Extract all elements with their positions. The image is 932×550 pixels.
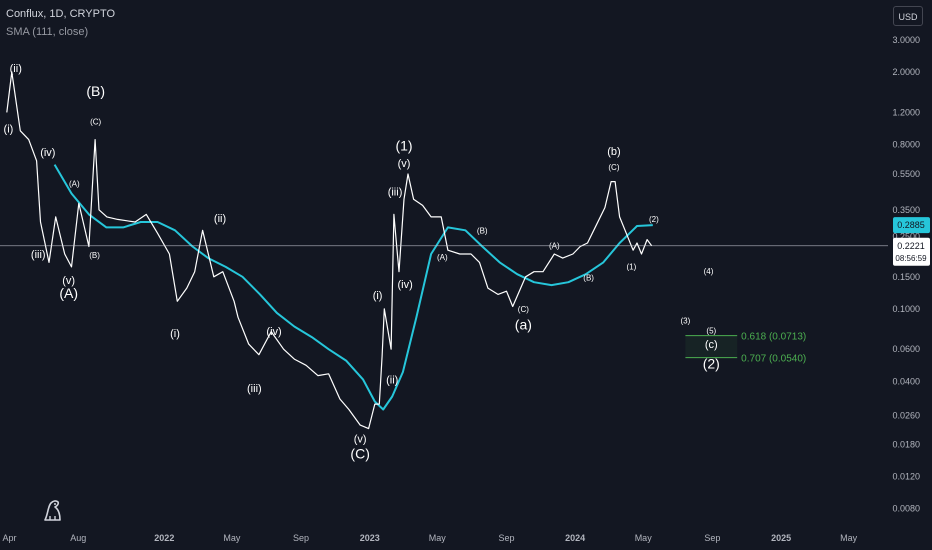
wave-label: (iv) xyxy=(40,147,55,159)
wave-label: (i) xyxy=(4,124,14,136)
price-axis-background xyxy=(888,0,932,550)
wave-label: (C) xyxy=(350,445,369,461)
x-tick-label: Apr xyxy=(3,533,17,543)
wave-label: (C) xyxy=(518,305,529,314)
wave-label: (i) xyxy=(170,328,180,340)
sma-line-layer xyxy=(53,164,653,411)
wave-label: (A) xyxy=(437,253,448,262)
y-tick-label: 0.2500 xyxy=(892,231,920,241)
y-tick-label: 0.5500 xyxy=(892,169,920,179)
y-tick-label: 0.0260 xyxy=(892,410,920,420)
wave-label: (A) xyxy=(59,285,78,301)
x-tick-label: May xyxy=(429,533,447,543)
wave-label: (iii) xyxy=(388,186,403,198)
y-tick-label: 0.3500 xyxy=(892,205,920,215)
currency-button[interactable]: USD xyxy=(893,6,923,26)
price-axis[interactable]: 3.0000 2.0000 1.2000 0.8000 0.5500 0.3500 0.25… xyxy=(888,0,932,550)
x-tick-label: Sep xyxy=(293,533,309,543)
wave-label: (iii) xyxy=(247,383,262,395)
wave-label: (1) xyxy=(627,262,637,271)
x-tick-label: 2025 xyxy=(771,533,791,543)
wave-label: (i) xyxy=(373,290,383,302)
wave-label: (3) xyxy=(681,317,691,326)
x-tick-label: May xyxy=(635,533,653,543)
wave-label: (v) xyxy=(398,158,411,170)
price-line-layer xyxy=(6,71,653,430)
wave-label: (ii) xyxy=(386,374,398,386)
x-tick-label: 2024 xyxy=(565,533,585,543)
sma-value-badge xyxy=(893,217,930,234)
y-tick-label: 0.8000 xyxy=(892,139,920,149)
wave-label: (5) xyxy=(706,327,716,336)
wave-label: (iii) xyxy=(31,249,46,261)
indicator-legend[interactable]: SMA (111, close) xyxy=(6,26,89,38)
x-tick-label: Sep xyxy=(498,533,514,543)
wave-label: (1) xyxy=(395,138,412,154)
symbol-legend[interactable]: Conflux, 1D, CRYPTO xyxy=(6,8,116,20)
y-tick-label: 3.0000 xyxy=(892,35,920,45)
y-tick-label: 1.2000 xyxy=(892,107,920,117)
price-value-badge xyxy=(893,237,930,266)
wave-label: (4) xyxy=(704,267,714,276)
wave-label: (ii) xyxy=(10,63,22,75)
y-tick-label: 0.0600 xyxy=(892,344,920,354)
x-tick-label: Sep xyxy=(704,533,720,543)
fibonacci-layer: 0.618 (0.0713) 0.707 (0.0540) xyxy=(685,332,806,365)
y-tick-label: 0.1500 xyxy=(892,272,920,282)
wave-label: (v) xyxy=(62,275,75,287)
wave-label: (B) xyxy=(89,251,100,260)
wave-label: (C) xyxy=(608,163,619,172)
bar-countdown-label: 08:56:59 xyxy=(895,254,927,263)
wave-label: (iv) xyxy=(266,326,281,338)
wave-label: (b) xyxy=(607,146,620,158)
wave-label: (B) xyxy=(477,226,488,235)
fib-level-label: 0.618 (0.0713) xyxy=(741,332,806,343)
wave-label: (v) xyxy=(354,433,367,445)
wave-label: (iv) xyxy=(398,279,413,291)
y-tick-label: 0.0080 xyxy=(892,504,920,514)
wave-label: (2) xyxy=(703,356,720,372)
y-tick-label: 2.0000 xyxy=(892,67,920,77)
fib-zone xyxy=(685,335,738,358)
wave-label: (C) xyxy=(90,117,101,126)
x-tick-label: 2022 xyxy=(154,533,174,543)
wave-label: (a) xyxy=(515,317,532,333)
wave-label: (c) xyxy=(705,339,718,351)
price-series-line xyxy=(6,71,653,430)
tradingview-logo-icon[interactable] xyxy=(42,496,66,527)
sma-series-line xyxy=(53,164,653,411)
wave-label: (2) xyxy=(649,215,659,224)
sma-value-label: 0.2885 xyxy=(897,220,925,230)
y-tick-label: 0.0400 xyxy=(892,376,920,386)
price-value-label: 0.2221 xyxy=(897,241,925,251)
x-tick-label: May xyxy=(840,533,858,543)
wave-label: (ii) xyxy=(214,213,226,225)
y-tick-label: 0.0180 xyxy=(892,439,920,449)
y-tick-label: 0.1000 xyxy=(892,304,920,314)
fib-level-label: 0.707 (0.0540) xyxy=(741,354,806,365)
wave-label: (A) xyxy=(69,179,80,188)
x-tick-label: May xyxy=(223,533,241,543)
x-tick-label: Aug xyxy=(70,533,86,543)
time-axis[interactable]: Apr Aug 2022 May Sep 2023 May Sep 2024 May Sep 2025… xyxy=(3,533,858,543)
y-tick-label: 0.0120 xyxy=(892,472,920,482)
wave-label: (B) xyxy=(86,83,105,99)
wave-label: (B) xyxy=(583,274,594,283)
x-tick-label: 2023 xyxy=(360,533,380,543)
